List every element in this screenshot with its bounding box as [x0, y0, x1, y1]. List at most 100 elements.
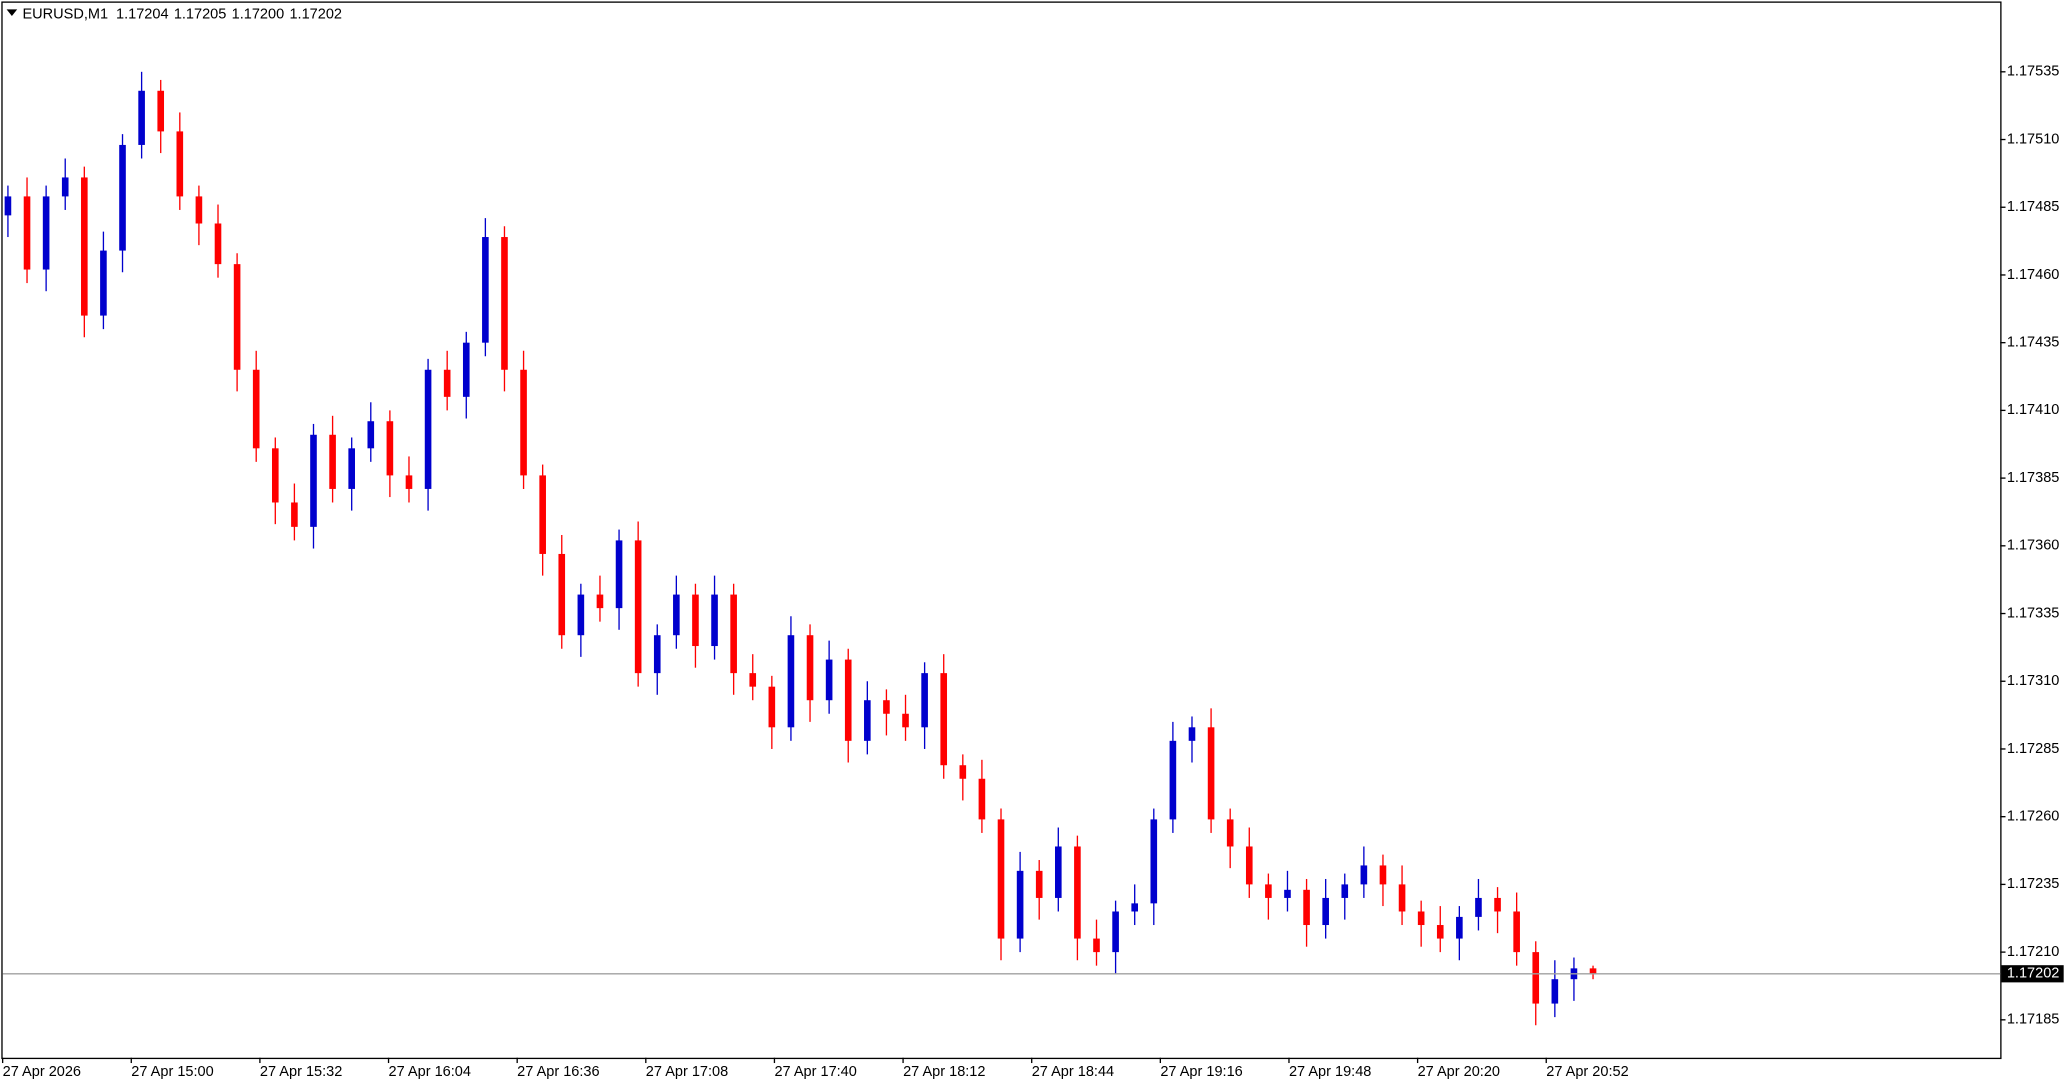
candle-body — [825, 659, 833, 701]
menu-arrow[interactable] — [6, 9, 18, 16]
candle-body — [176, 131, 184, 197]
candle-body — [23, 196, 31, 270]
candle-body — [1398, 884, 1406, 912]
candle-body — [1513, 911, 1520, 953]
candle-body — [653, 635, 661, 674]
plot-frame — [1, 1, 2002, 1060]
candle-body — [119, 144, 126, 251]
x-tick-label: 27 Apr 20:52 — [1546, 1064, 1628, 1080]
candle-body — [81, 177, 88, 316]
candle-body — [1207, 727, 1215, 820]
y-tick-label: 1.17510 — [2007, 131, 2060, 147]
candle-body — [1265, 884, 1272, 898]
candle-body — [921, 673, 928, 728]
header-low: 1.17200 — [232, 7, 285, 23]
x-tick-label: 27 Apr 18:44 — [1032, 1064, 1114, 1080]
y-tick-label: 1.17185 — [2007, 1012, 2060, 1028]
y-tick-label: 1.17385 — [2007, 470, 2060, 486]
candle-body — [1379, 865, 1387, 885]
candle-body — [787, 635, 795, 728]
candle-body — [596, 594, 604, 609]
y-tick-label: 1.17360 — [2007, 538, 2060, 554]
candle-body — [692, 594, 699, 647]
candle-body — [405, 475, 413, 489]
candle-body — [1054, 846, 1062, 898]
y-tick-label: 1.17435 — [2007, 335, 2060, 351]
candle-body — [749, 673, 757, 687]
candle-body — [1035, 870, 1043, 898]
y-tick-label: 1.17210 — [2007, 944, 2060, 960]
candle-body — [348, 448, 355, 489]
chart-header: EURUSD,M1 1.17204 1.17205 1.17200 1.17202 — [22, 7, 342, 23]
x-tick-label: 27 Apr 17:40 — [774, 1064, 856, 1080]
candle-body — [214, 223, 222, 265]
y-tick-label: 1.17535 — [2007, 64, 2060, 80]
candle-body — [1074, 846, 1081, 939]
y-tick-label: 1.17460 — [2007, 267, 2060, 283]
candle-body — [42, 196, 50, 270]
x-tick-label: 27 Apr 19:48 — [1289, 1064, 1371, 1080]
header-close: 1.17202 — [289, 7, 342, 23]
candle-body — [501, 237, 508, 370]
header-open: 1.17204 — [116, 7, 169, 23]
candle-body — [539, 475, 546, 554]
candle-body — [997, 819, 1005, 939]
candle-body — [1188, 727, 1196, 741]
y-tick-label: 1.17260 — [2007, 809, 2060, 825]
candle-body — [1532, 952, 1540, 1004]
candle-body — [424, 369, 432, 489]
y-tick-label: 1.17285 — [2007, 741, 2060, 757]
candle-body — [558, 553, 566, 636]
candle-body — [768, 686, 776, 728]
candle-body — [386, 421, 394, 476]
candle-body — [1360, 865, 1368, 885]
candle-body — [1475, 897, 1482, 917]
x-tick-label: 27 Apr 15:00 — [131, 1064, 213, 1080]
candle-body — [615, 540, 623, 609]
candle-body — [367, 421, 375, 449]
header-high: 1.17205 — [174, 7, 227, 23]
candle-body — [1093, 938, 1100, 953]
candle-body — [462, 342, 470, 397]
y-tick-label: 1.17410 — [2007, 402, 2060, 418]
x-tick-label: 27 Apr 20:20 — [1418, 1064, 1500, 1080]
candle-body — [1226, 819, 1234, 847]
candle-body — [291, 502, 298, 527]
candle-body — [1284, 889, 1291, 898]
y-tick-label: 1.17335 — [2007, 605, 2060, 621]
last-price-box — [2001, 965, 2064, 983]
candle-body — [329, 434, 336, 489]
x-tick-label: 27 Apr 19:16 — [1160, 1064, 1242, 1080]
y-tick-label: 1.17485 — [2007, 199, 2060, 215]
candle-body — [1131, 903, 1138, 912]
candle-body — [1589, 968, 1597, 974]
candle-body — [1341, 884, 1349, 898]
x-tick-label: 27 Apr 16:04 — [389, 1064, 471, 1080]
candle-body — [4, 196, 12, 216]
candle-body — [883, 700, 890, 714]
candle-body — [1016, 870, 1024, 939]
y-tick-label: 1.17310 — [2007, 673, 2060, 689]
candle-body — [806, 635, 814, 701]
candle-body — [634, 540, 642, 674]
x-tick-label: 27 Apr 16:36 — [517, 1064, 599, 1080]
candle-body — [864, 700, 871, 741]
candle-body — [1112, 911, 1119, 953]
candle-body — [940, 673, 948, 766]
candle-body — [673, 594, 680, 636]
y-tick-label: 1.17235 — [2007, 876, 2060, 892]
candle-body — [310, 434, 317, 527]
candle-body — [138, 90, 145, 145]
candle-body — [577, 594, 585, 636]
candle-body — [844, 659, 852, 741]
x-tick-label: 27 Apr 2026 — [3, 1064, 81, 1080]
last-price-label: 1.17202 — [2007, 966, 2060, 982]
candle-body — [100, 250, 107, 316]
candle-body — [959, 765, 967, 779]
candle-body — [61, 177, 69, 197]
candle-body — [1436, 925, 1444, 939]
candle-body — [978, 778, 986, 820]
